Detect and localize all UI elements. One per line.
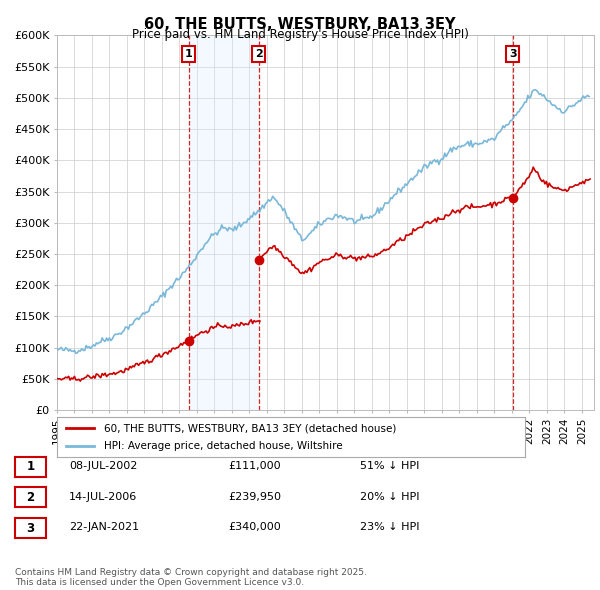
Text: £340,000: £340,000 [228, 523, 281, 532]
Text: 1: 1 [26, 460, 35, 473]
Text: 22-JAN-2021: 22-JAN-2021 [69, 523, 139, 532]
Text: 23% ↓ HPI: 23% ↓ HPI [360, 523, 419, 532]
Text: 3: 3 [509, 49, 517, 59]
Text: 1: 1 [185, 49, 193, 59]
Text: HPI: Average price, detached house, Wiltshire: HPI: Average price, detached house, Wilt… [104, 441, 343, 451]
Text: £111,000: £111,000 [228, 461, 281, 471]
Text: 60, THE BUTTS, WESTBURY, BA13 3EY: 60, THE BUTTS, WESTBURY, BA13 3EY [144, 17, 456, 31]
Text: 2: 2 [255, 49, 263, 59]
Text: 14-JUL-2006: 14-JUL-2006 [69, 492, 137, 502]
Text: 2: 2 [26, 491, 35, 504]
Text: Contains HM Land Registry data © Crown copyright and database right 2025.
This d: Contains HM Land Registry data © Crown c… [15, 568, 367, 587]
Text: £239,950: £239,950 [228, 492, 281, 502]
Text: 60, THE BUTTS, WESTBURY, BA13 3EY (detached house): 60, THE BUTTS, WESTBURY, BA13 3EY (detac… [104, 424, 396, 434]
Text: 08-JUL-2002: 08-JUL-2002 [69, 461, 137, 471]
Bar [188, 35, 259, 410]
Text: 3: 3 [26, 522, 35, 535]
Text: 20% ↓ HPI: 20% ↓ HPI [360, 492, 419, 502]
Text: 51% ↓ HPI: 51% ↓ HPI [360, 461, 419, 471]
Text: Price paid vs. HM Land Registry's House Price Index (HPI): Price paid vs. HM Land Registry's House … [131, 28, 469, 41]
